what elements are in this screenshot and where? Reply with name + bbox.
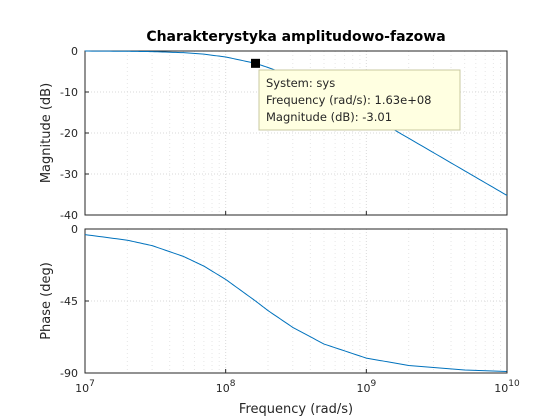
- datatip-line: Magnitude (dB): -3.01: [266, 110, 392, 124]
- phase-axes[interactable]: 0 -45 -90: [60, 223, 508, 380]
- magnitude-axis-label: Magnitude (dB): [39, 83, 54, 183]
- y-tick-label: -90: [60, 367, 78, 380]
- y-tick-label: -30: [60, 168, 78, 181]
- x-axis-label: Frequency (rad/s): [239, 402, 353, 417]
- y-tick-label: 0: [71, 223, 78, 236]
- x-tick-label: 107: [75, 379, 95, 395]
- magnitude-line: [84, 50, 508, 196]
- x-tick-label: 108: [216, 379, 236, 395]
- x-tick-label: 109: [356, 379, 376, 395]
- x-tick-label: 1010: [494, 379, 520, 395]
- datatip-line: System: sys: [266, 76, 335, 90]
- magnitude-axes[interactable]: 0 -10 -20 -30 -40 System: sys Frequency (rad/…: [60, 45, 508, 222]
- datatip-line: Frequency (rad/s): 1.63e+08: [266, 93, 431, 107]
- y-tick-label: -40: [60, 209, 78, 222]
- y-tick-label: -10: [60, 86, 78, 99]
- y-tick-label: 0: [71, 45, 78, 58]
- phase-axis-label: Phase (deg): [39, 262, 54, 340]
- datatip-marker: [251, 58, 261, 68]
- datatip-box: [258, 69, 461, 131]
- y-tick-label: -20: [60, 127, 78, 140]
- y-tick-label: -45: [60, 295, 78, 308]
- phase-line: [84, 234, 508, 373]
- chart-title: Charakterystyka amplitudowo-fazowa: [146, 29, 445, 45]
